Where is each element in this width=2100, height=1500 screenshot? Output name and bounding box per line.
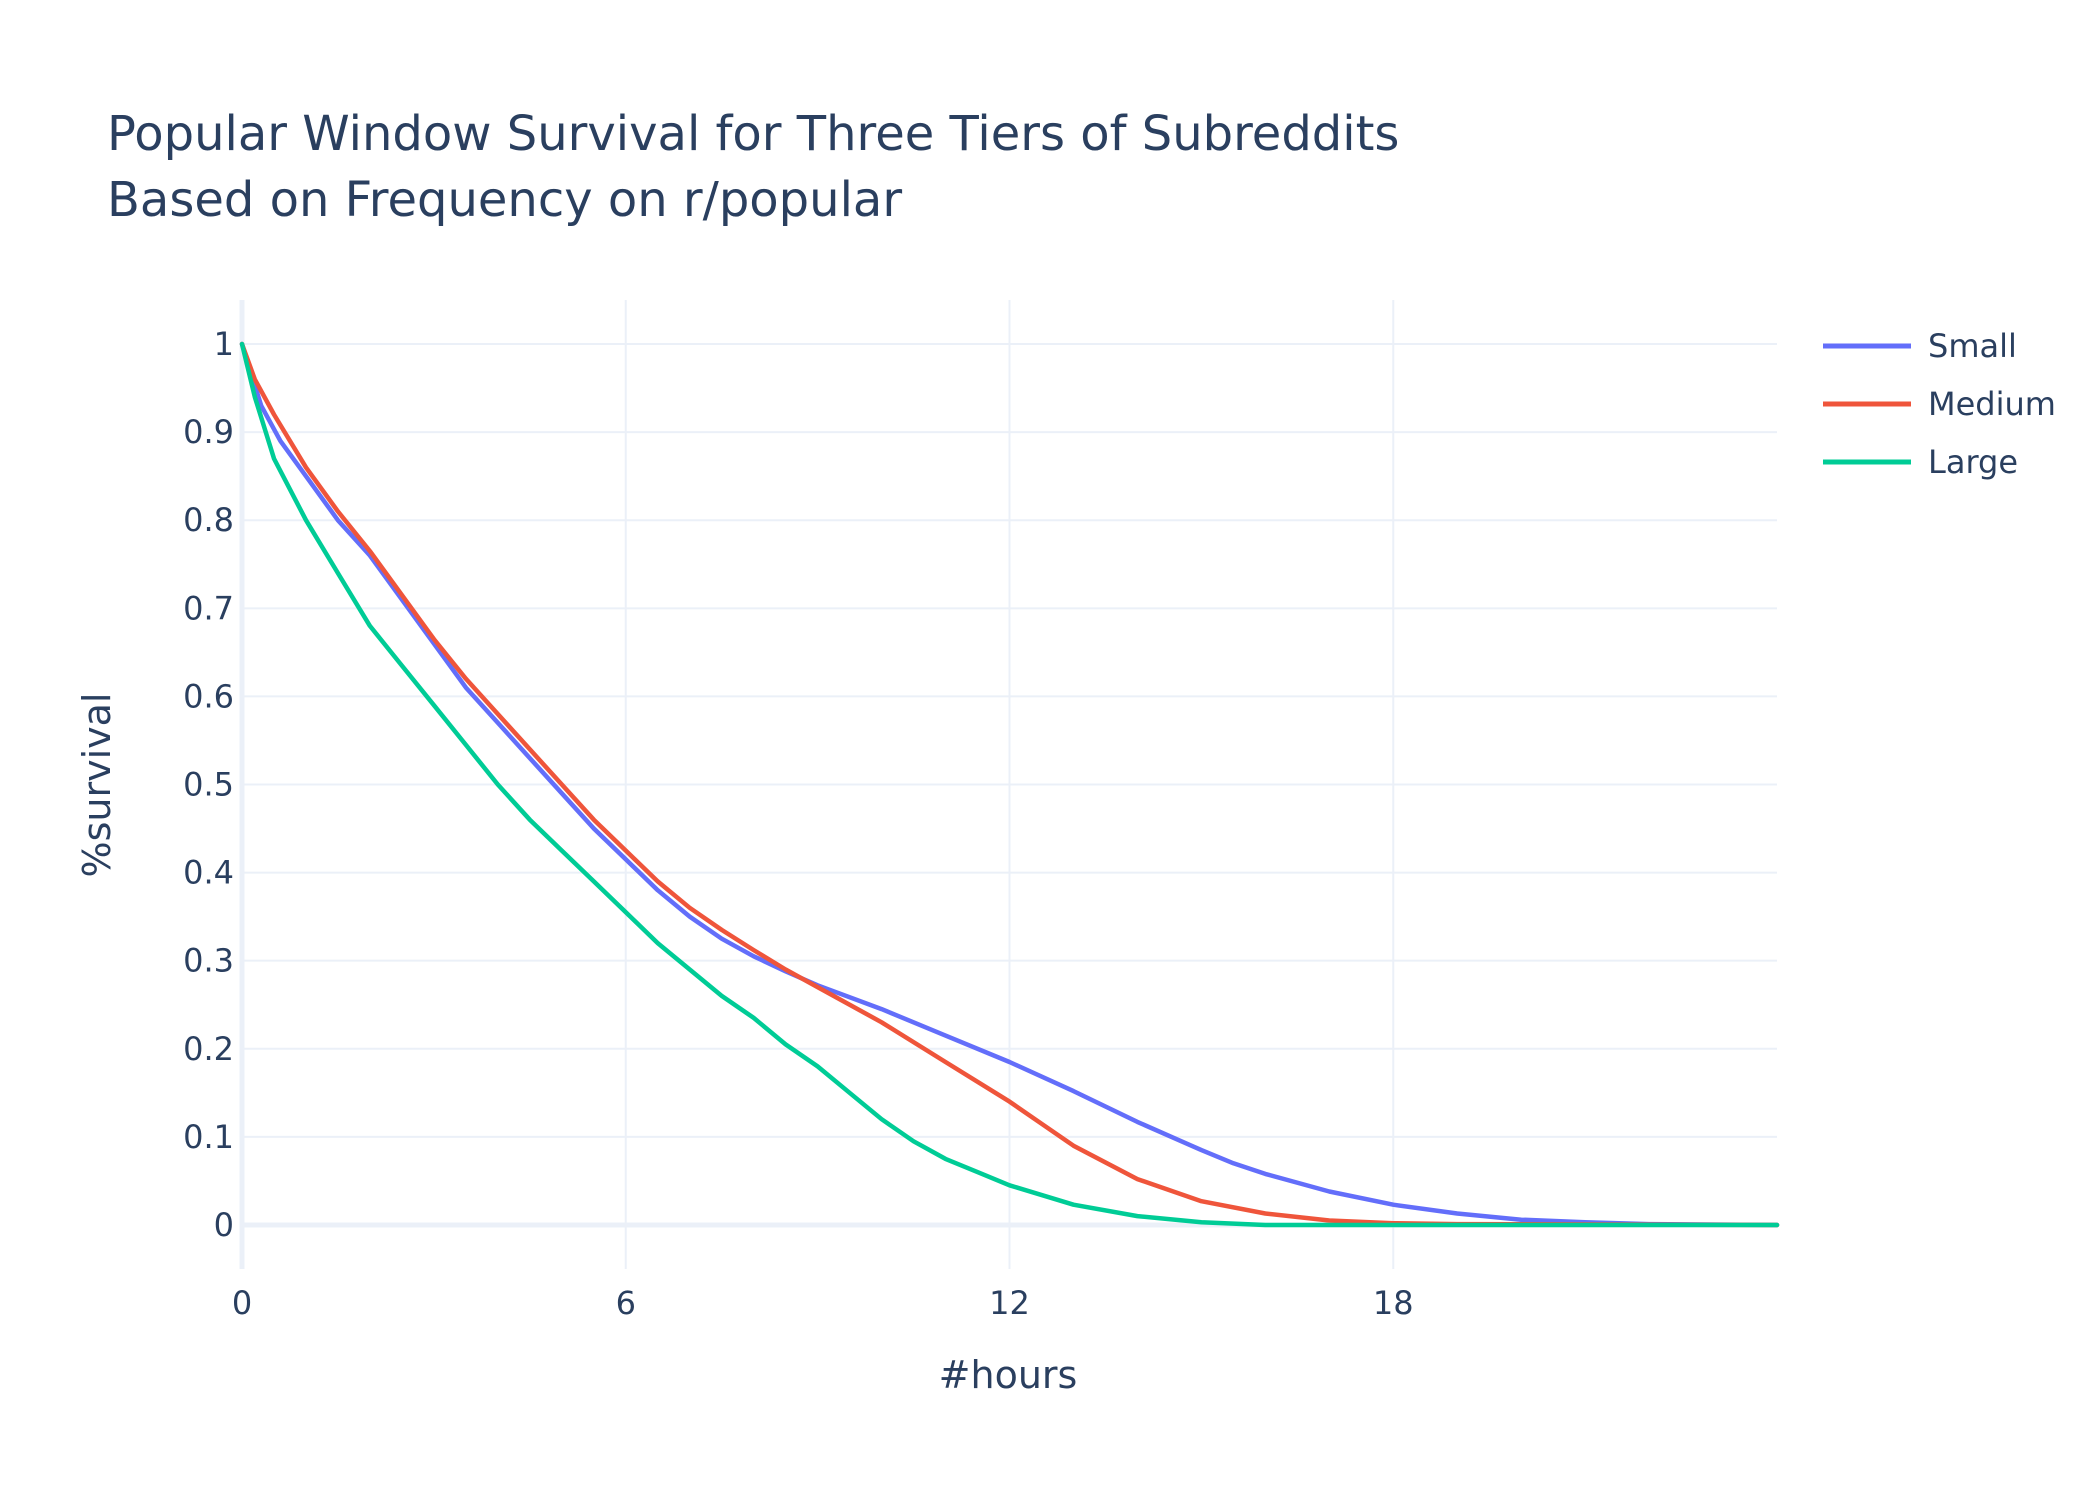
series-line-small (239, 341, 1780, 1228)
title-line-1: Popular Window Survival for Three Tiers … (107, 106, 1399, 162)
x-tick-label: 12 (989, 1284, 1030, 1322)
x-tick-label: 18 (1373, 1284, 1414, 1322)
series-line-medium (239, 341, 1780, 1228)
y-tick-label: 0.8 (183, 501, 234, 539)
y-axis-ticks: 0 0.1 0.2 0.3 0.4 0.5 0.6 0.7 0.8 0.9 1 (183, 325, 234, 1244)
chart-title: Popular Window Survival for Three Tiers … (107, 106, 1399, 228)
y-tick-label: 0.9 (183, 413, 234, 451)
y-tick-label: 0 (214, 1206, 234, 1244)
x-tick-label: 6 (616, 1284, 636, 1322)
title-line-2: Based on Frequency on r/popular (107, 172, 902, 228)
y-tick-label: 0.5 (183, 766, 234, 804)
y-tick-label: 0.7 (183, 589, 234, 627)
y-tick-label: 0.6 (183, 677, 234, 715)
y-tick-label: 0.4 (183, 854, 234, 892)
gridlines (239, 300, 1777, 1269)
x-axis-ticks: 0 6 12 18 (232, 1284, 1414, 1322)
series-lines (239, 341, 1780, 1228)
series-line-large (239, 341, 1780, 1228)
y-tick-label: 0.2 (183, 1030, 234, 1068)
y-tick-label: 0.3 (183, 942, 234, 980)
legend-label-medium: Medium (1928, 385, 2056, 423)
y-axis-title: %survival (75, 693, 119, 878)
y-tick-label: 1 (214, 325, 234, 363)
legend-label-large: Large (1928, 443, 2018, 481)
legend-label-small: Small (1928, 327, 2017, 365)
x-tick-label: 0 (232, 1284, 252, 1322)
legend: Small Medium Large (1823, 327, 2056, 481)
y-tick-label: 0.1 (183, 1118, 234, 1156)
x-axis-title: #hours (939, 1353, 1078, 1397)
